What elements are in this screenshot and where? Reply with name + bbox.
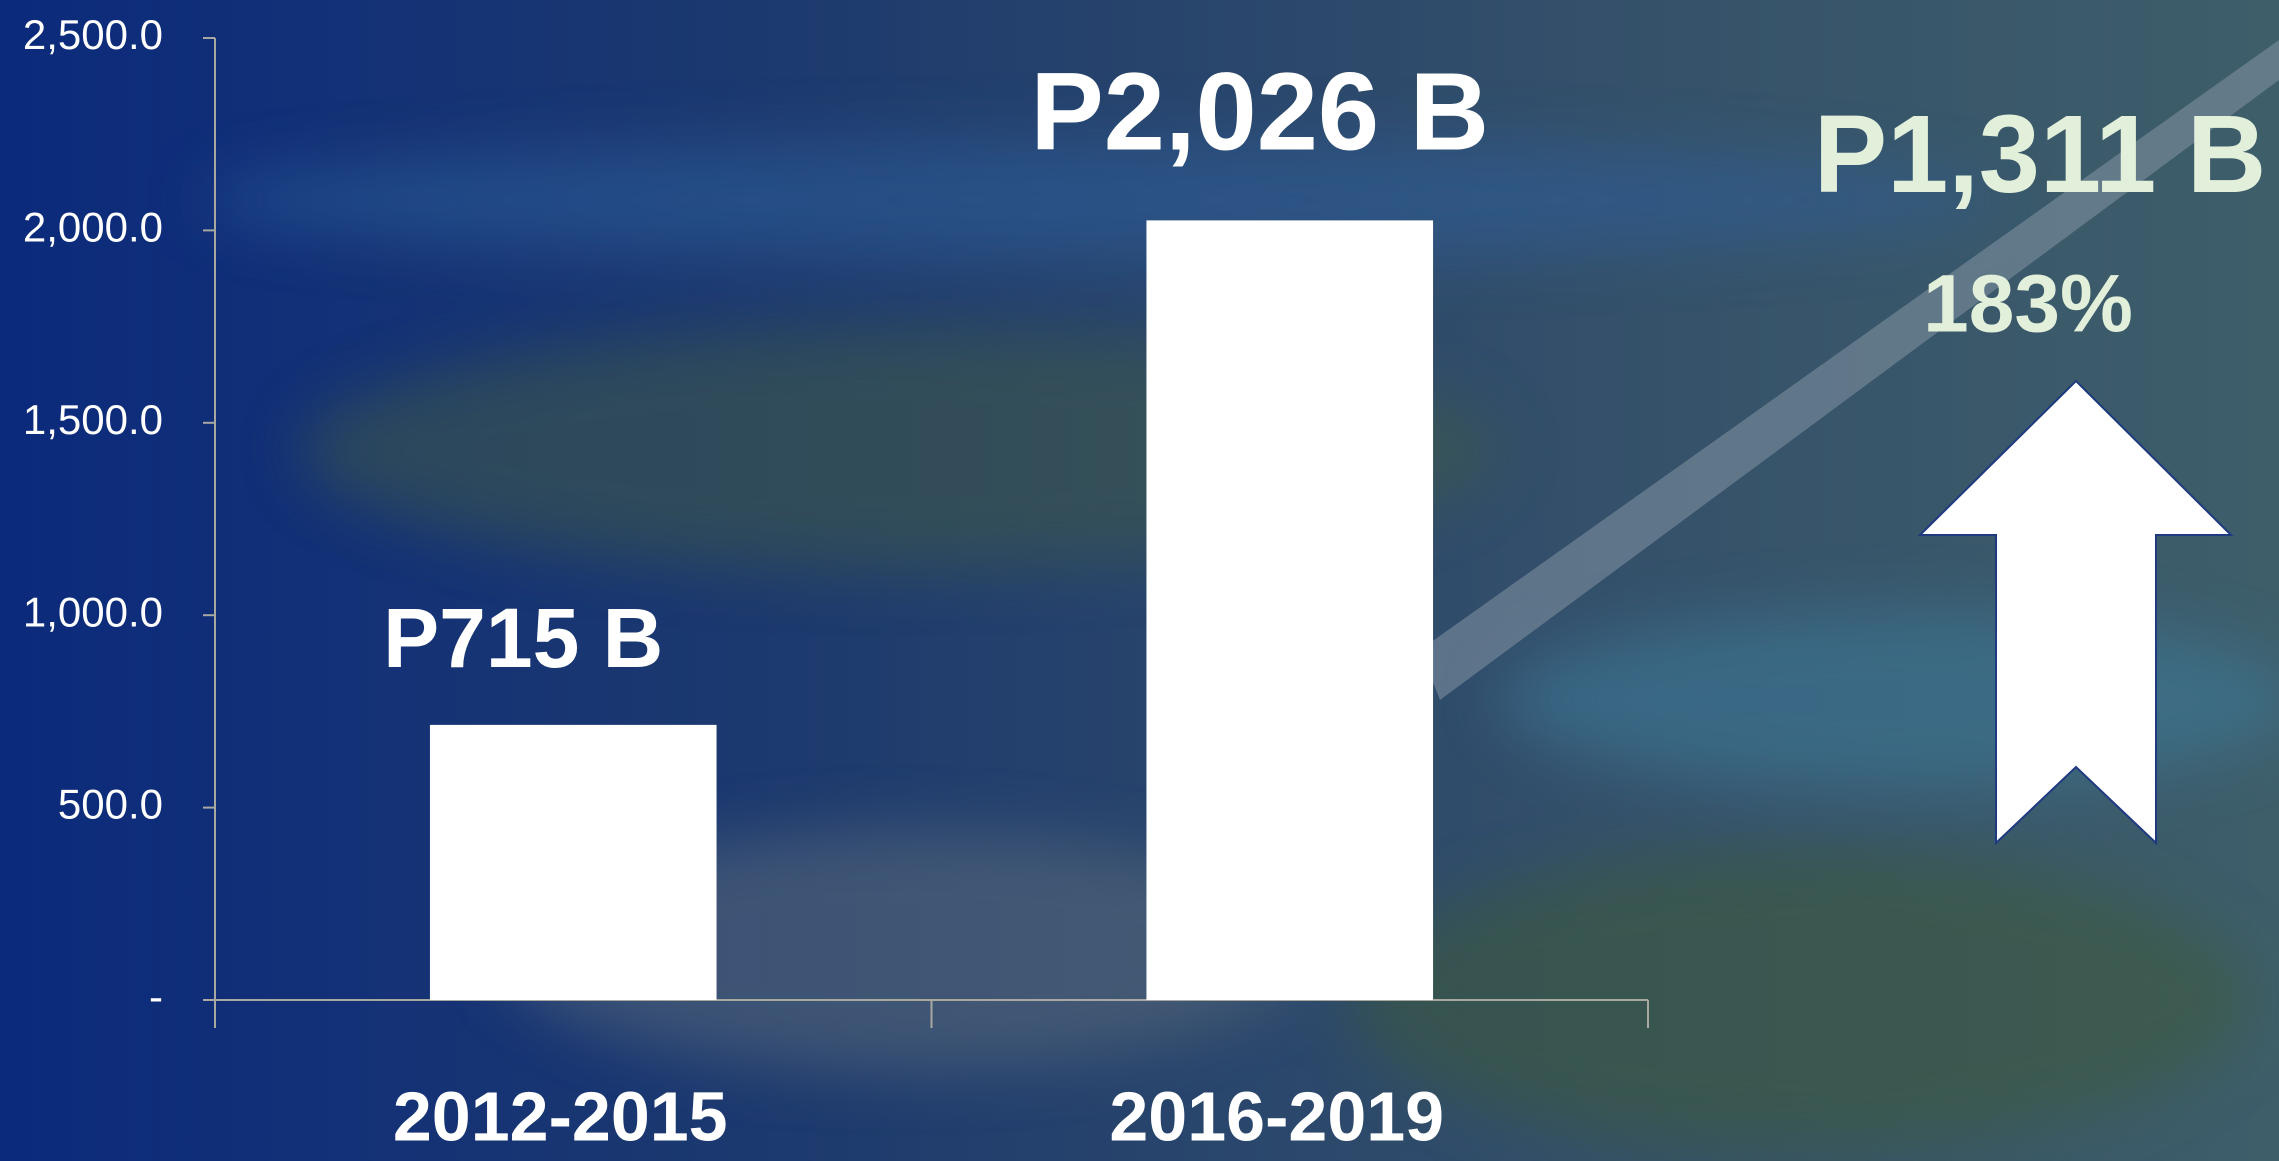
x-tick-label: 2012-2015 (393, 1077, 728, 1155)
y-tick-label: 1,500.0 (23, 396, 163, 443)
value-label: P2,026 B (1030, 50, 1489, 173)
y-tick-label: 500.0 (58, 781, 163, 828)
y-tick-label: - (149, 973, 163, 1020)
y-tick-label: 1,000.0 (23, 588, 163, 635)
increase-amount: P1,311 B (1814, 93, 2267, 216)
page: P1,311 B 183% - 500.0 1,000.0 1,500.0 2,000.… (0, 0, 2279, 1161)
y-tick-label: 2,000.0 (23, 203, 163, 250)
y-tick-label: 2,500.0 (23, 11, 163, 58)
chart: P1,311 B 183% - 500.0 1,000.0 1,500.0 2,000.… (0, 0, 2279, 1161)
x-tick-label: 2016-2019 (1109, 1077, 1444, 1155)
bar (1146, 220, 1433, 1000)
increase-percent: 183% (1923, 259, 2133, 350)
bar (430, 725, 717, 1000)
value-label: P715 B (383, 591, 663, 685)
